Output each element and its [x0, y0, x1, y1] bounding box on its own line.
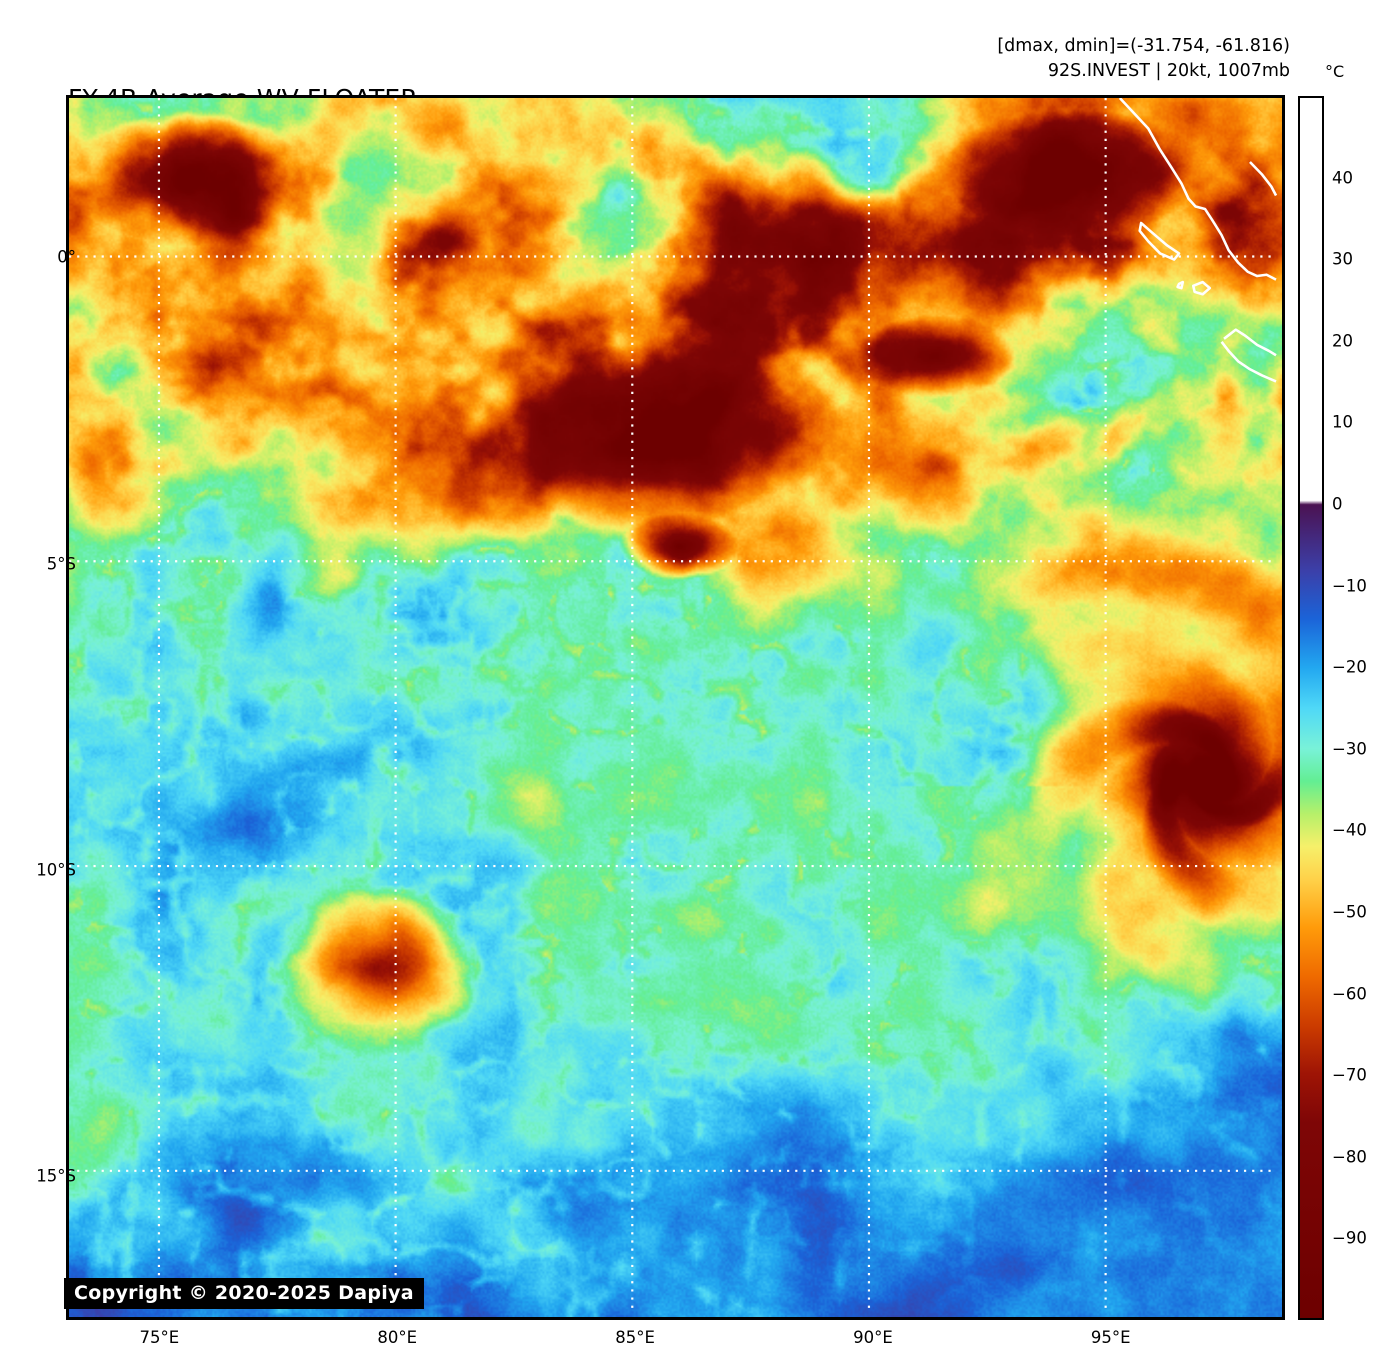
y-axis-tick-1: 5°S: [46, 554, 76, 574]
colorbar-tick-neg10: −10: [1332, 576, 1367, 596]
colorbar-tick-neg80: −80: [1332, 1147, 1367, 1167]
colorbar-tick-20: 20: [1332, 331, 1353, 351]
colorbar-tick-neg50: −50: [1332, 902, 1367, 922]
y-axis-tick-3: 15°S: [36, 1166, 76, 1186]
temperature-colorbar[interactable]: [1298, 96, 1324, 1320]
coastline-overlay: [1118, 98, 1278, 383]
graticule-grid-overlay: [69, 98, 1277, 1312]
colorbar-tick-neg30: −30: [1332, 739, 1367, 759]
colorbar-unit-label: °C: [1325, 62, 1345, 81]
x-axis-tick-2: 85°E: [615, 1328, 655, 1347]
sumatra-coast-south: [1223, 328, 1277, 357]
mentawai-chain: [1220, 341, 1277, 383]
colorbar-tick-10: 10: [1332, 412, 1353, 432]
y-axis-tick-2: 10°S: [36, 860, 76, 880]
colorbar-tick-neg20: −20: [1332, 657, 1367, 677]
colorbar-tick-neg70: −70: [1332, 1065, 1367, 1085]
satellite-map-panel[interactable]: [66, 95, 1285, 1320]
malay-peninsula-edge: [1249, 161, 1278, 197]
copyright-watermark: Copyright © 2020-2025 Dapiya: [64, 1278, 424, 1309]
banyak-island: [1176, 280, 1185, 290]
metadata-block: [dmax, dmin]=(-31.754, -61.816) 92S.INVE…: [997, 34, 1290, 84]
storm-info-label: 92S.INVEST | 20kt, 1007mb: [1047, 60, 1290, 81]
colorbar-tick-neg40: −40: [1332, 820, 1367, 840]
colorbar-tick-neg60: −60: [1332, 984, 1367, 1004]
y-axis-tick-0: 0°: [57, 247, 76, 267]
simeulue-island: [1138, 221, 1181, 261]
x-axis-tick-4: 95°E: [1090, 1328, 1131, 1347]
x-axis-tick-3: 90°E: [853, 1328, 893, 1347]
x-axis-tick-1: 80°E: [377, 1328, 418, 1347]
colorbar-tick-0: 0: [1332, 494, 1343, 514]
x-axis-tick-0: 75°E: [139, 1328, 180, 1347]
nias-island: [1191, 280, 1212, 296]
colorbar-gradient: [1300, 98, 1322, 1318]
colorbar-tick-40: 40: [1332, 168, 1353, 188]
colorbar-tick-neg90: −90: [1332, 1228, 1367, 1248]
colorbar-tick-30: 30: [1332, 249, 1353, 269]
data-range-label: [dmax, dmin]=(-31.754, -61.816): [997, 36, 1290, 56]
sumatra-west-coast: [1118, 98, 1277, 281]
satellite-imagery-canvas: [69, 98, 1282, 1317]
